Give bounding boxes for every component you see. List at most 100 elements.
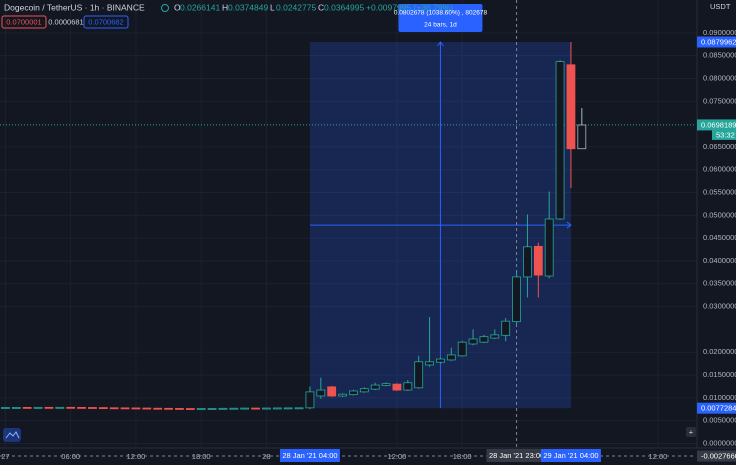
ohlc-key: O	[174, 2, 181, 12]
candle-body	[370, 384, 380, 390]
ohlc-key: C	[318, 2, 324, 12]
y-tick-label: 0.0050000	[703, 416, 736, 425]
candle-body	[11, 406, 21, 409]
candle-body	[457, 341, 467, 357]
candle-body	[533, 245, 543, 276]
candle-body	[294, 407, 304, 410]
ohlc-value: 0.0242775	[276, 2, 316, 12]
measure-low-label: 0.0077284	[701, 404, 736, 413]
sell-box[interactable]	[1, 15, 47, 29]
candle-body	[109, 407, 119, 410]
candle-body	[316, 389, 326, 397]
candle-body	[403, 382, 413, 391]
candle-body	[359, 388, 369, 393]
candle-body	[283, 407, 293, 410]
measure-sublabel: 24 bars, 1d	[424, 22, 457, 29]
y-tick-label: 0.0900000	[703, 28, 736, 37]
candle-body	[44, 406, 54, 409]
ohlc-value: 0.0374849	[228, 2, 268, 12]
y-tick-label: 0.0100000	[703, 393, 736, 402]
y-tick-label: 0.0000000	[703, 438, 736, 447]
candle-body	[392, 383, 402, 391]
y-tick-label: 0.0300000	[703, 302, 736, 311]
last-price-label: 0.0698189	[701, 120, 736, 129]
measure-to-label-box	[540, 449, 601, 462]
y-tick-label: 0.0350000	[703, 279, 736, 288]
y-tick-label: 0.0200000	[703, 347, 736, 356]
candle-body	[425, 361, 434, 366]
candle-body	[446, 354, 456, 361]
x-tick-label: 18:00	[192, 452, 211, 461]
candle-body	[272, 407, 282, 410]
y-tick-label: 0.0150000	[703, 370, 736, 379]
candle-body	[153, 407, 163, 410]
crosshair-time-label-box	[486, 449, 547, 462]
y-tick-label: 0.0650000	[703, 142, 736, 151]
arrow-head	[437, 41, 444, 47]
measure-label-box	[398, 4, 483, 32]
crosshair-time-label: 28 Jan '21 23:00	[489, 451, 544, 460]
buy-price: 0.0700682	[88, 17, 123, 26]
measure-from-label: 28 Jan '21 04:00	[282, 451, 337, 460]
y-tick-label: 0.0400000	[703, 256, 736, 265]
countdown: 53:32	[716, 130, 735, 139]
y-tick-label: 0.0600000	[703, 165, 736, 174]
candle-body	[262, 407, 271, 410]
ohlc-change: +0.0097995 (+36.79%)	[366, 2, 453, 12]
x-tick-label: 12:00	[127, 452, 146, 461]
candle-body	[468, 338, 478, 345]
candle-body	[349, 390, 358, 396]
candle-body	[251, 407, 260, 410]
candle-body	[142, 407, 152, 410]
candle-body	[229, 407, 239, 410]
candle-body	[196, 408, 206, 410]
buy-box[interactable]	[83, 15, 129, 29]
candle-body	[218, 407, 228, 410]
candle-body	[22, 406, 32, 409]
measure-high-label-box	[697, 36, 736, 48]
candle-body	[523, 246, 532, 278]
y-tick-label: 0.0800000	[703, 73, 736, 82]
symbol-title: Dogecoin / TetherUS · 1h · BINANCE	[4, 2, 145, 12]
arrow-head	[566, 221, 572, 229]
ohlc-key: H	[222, 2, 228, 12]
candle-body	[55, 406, 65, 409]
y-tick-label: 0.0750000	[703, 96, 736, 105]
measure-from-label-box	[279, 449, 340, 462]
candle-body	[240, 407, 250, 410]
candle-body	[185, 408, 195, 410]
candle-body	[566, 64, 576, 150]
sell-price: 0.0700001	[6, 17, 41, 26]
candle-body	[544, 218, 554, 277]
candle-body	[77, 406, 86, 409]
candle-body	[305, 391, 315, 409]
currency: USDT	[710, 2, 731, 11]
y-tick-label: 0.0550000	[703, 188, 736, 197]
candle-body	[577, 124, 587, 150]
candle-body	[207, 408, 217, 410]
ohlc-value: 0.0364995	[324, 2, 364, 12]
x-tick-label: 27	[1, 452, 9, 461]
candle-body	[512, 276, 521, 323]
status-icon	[161, 4, 169, 12]
measure-to-label: 29 Jan '21 04:00	[543, 451, 598, 460]
last-price-label-box	[697, 119, 736, 131]
spread: 0.0000681	[48, 17, 83, 26]
y-tick-label: 0.0450000	[703, 233, 736, 242]
candle-body	[501, 320, 511, 336]
crosshair-price-label-box	[697, 450, 736, 462]
countdown-box	[712, 129, 736, 140]
zoom-button[interactable]	[686, 427, 696, 437]
candle-body	[327, 386, 337, 397]
candle-body	[131, 407, 141, 410]
candle-body	[88, 407, 97, 409]
candle-body	[175, 408, 184, 410]
candle-body	[33, 406, 43, 409]
measure-label: 0.0802678 (1038.60%) , 802678	[394, 10, 488, 17]
ohlc-value: 0.0266141	[180, 2, 220, 12]
candle-body	[436, 358, 445, 363]
